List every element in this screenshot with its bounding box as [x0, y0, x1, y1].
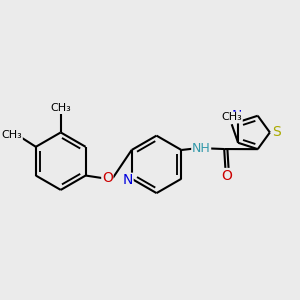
Text: N: N — [231, 109, 242, 123]
Text: CH₃: CH₃ — [50, 103, 71, 112]
Text: CH₃: CH₃ — [221, 112, 242, 122]
Text: NH: NH — [192, 142, 211, 155]
Text: N: N — [123, 173, 133, 187]
Text: S: S — [272, 125, 281, 140]
Text: O: O — [102, 171, 113, 185]
Text: CH₃: CH₃ — [2, 130, 22, 140]
Text: O: O — [222, 169, 232, 182]
